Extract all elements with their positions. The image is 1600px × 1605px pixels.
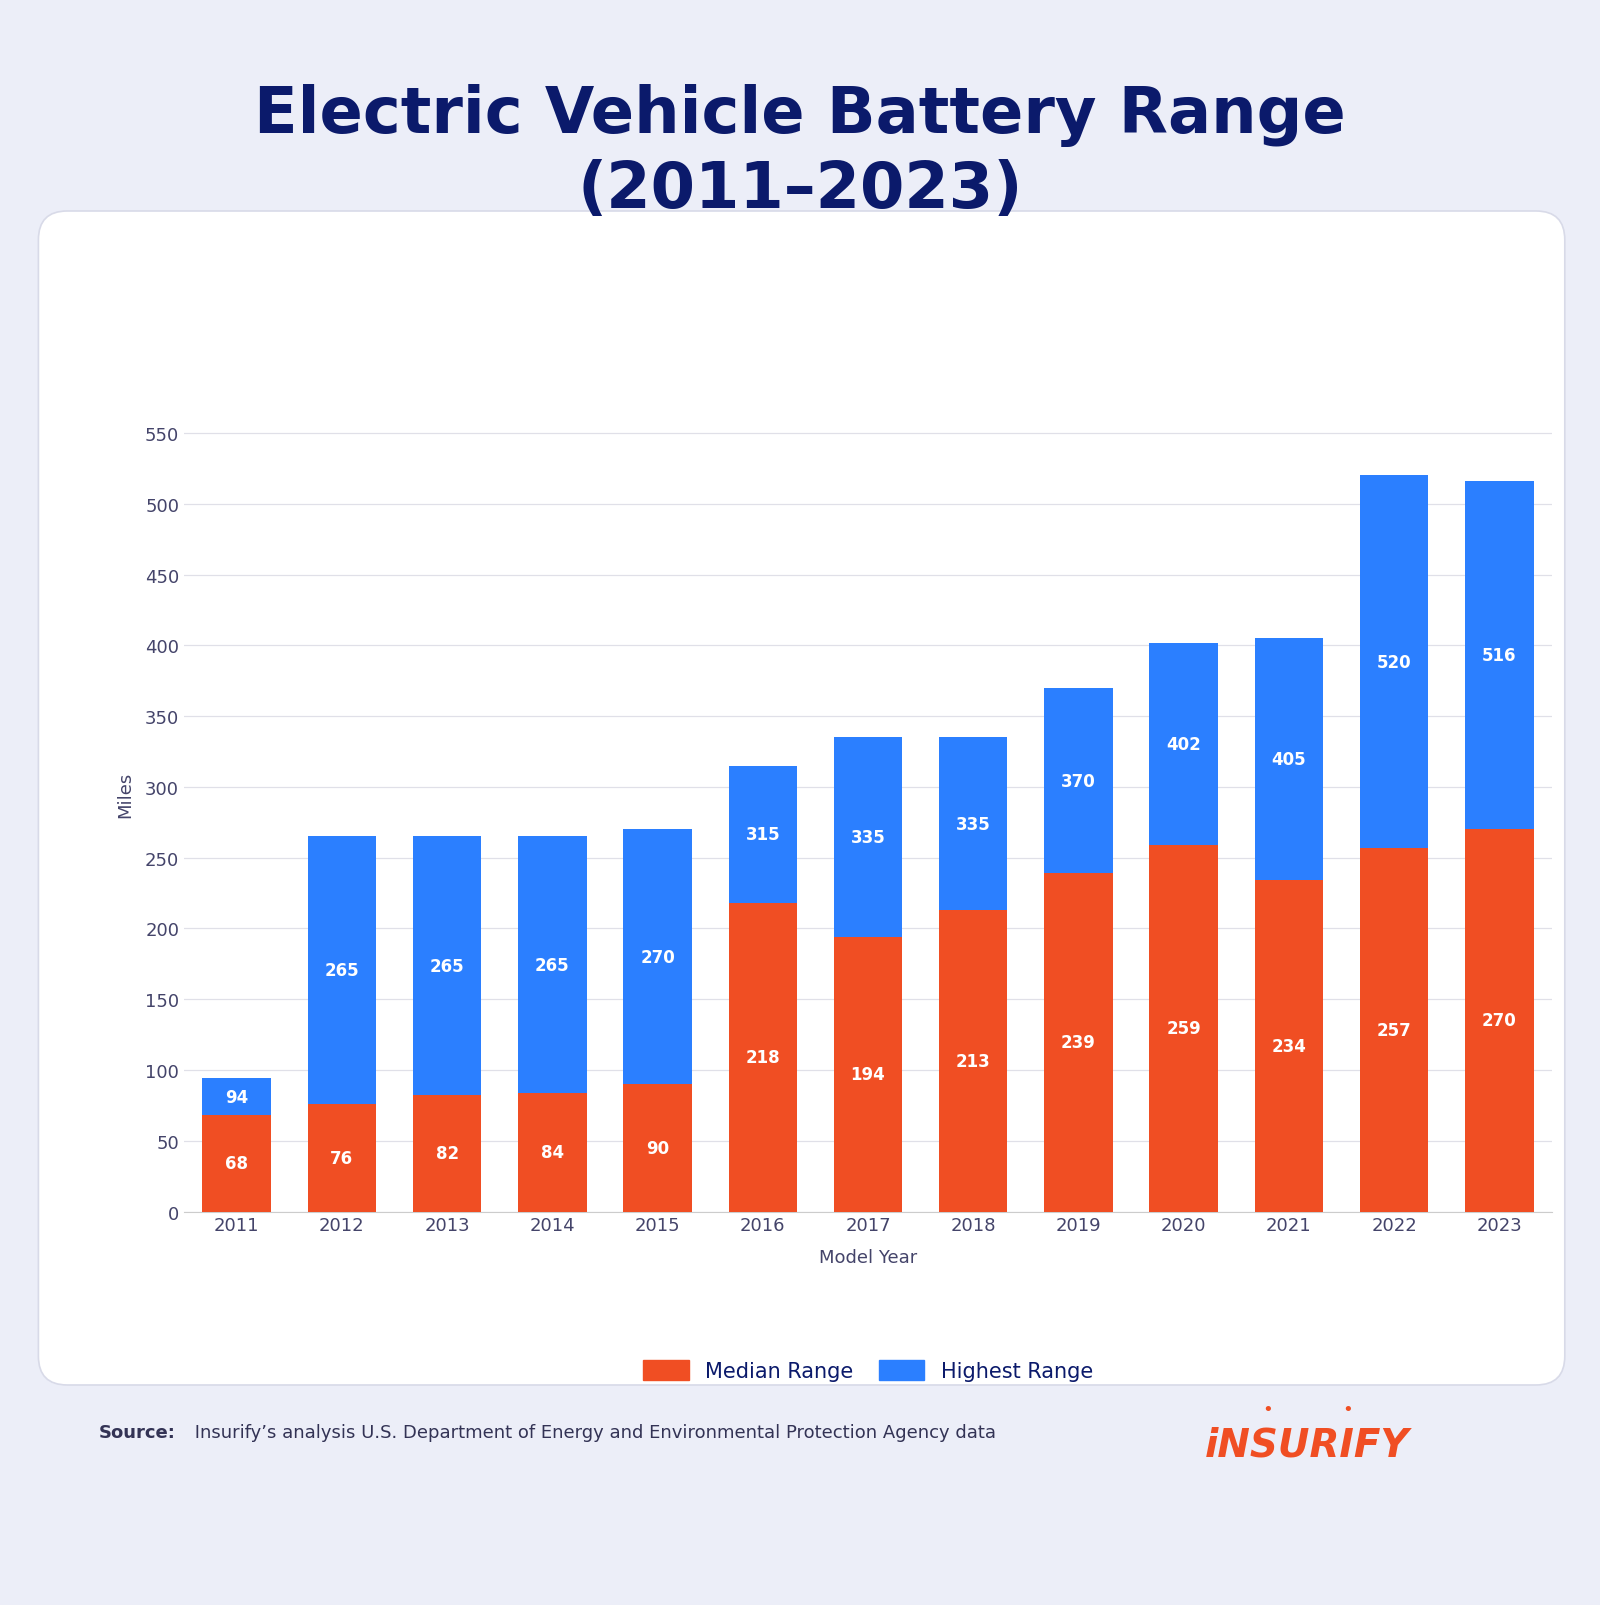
Bar <box>413 836 482 1096</box>
Text: 213: 213 <box>955 1053 990 1071</box>
Text: 84: 84 <box>541 1143 563 1162</box>
Bar <box>1254 639 1323 881</box>
Text: 218: 218 <box>746 1048 781 1067</box>
Bar <box>834 937 902 1212</box>
Text: iNSURIFY: iNSURIFY <box>1205 1425 1410 1464</box>
Text: 76: 76 <box>330 1149 354 1167</box>
Bar <box>307 1104 376 1212</box>
Text: 234: 234 <box>1272 1037 1306 1054</box>
Text: 257: 257 <box>1376 1021 1411 1038</box>
Bar <box>518 836 587 1093</box>
Text: 370: 370 <box>1061 772 1096 790</box>
Bar <box>1045 689 1112 873</box>
Bar <box>1149 644 1218 846</box>
Text: 194: 194 <box>851 1066 885 1083</box>
Bar <box>728 904 797 1212</box>
Text: 265: 265 <box>534 957 570 974</box>
Text: 516: 516 <box>1482 647 1517 664</box>
Text: 402: 402 <box>1166 735 1202 753</box>
Text: Source:: Source: <box>99 1422 176 1441</box>
Bar <box>413 1096 482 1212</box>
Text: Insurify’s analysis U.S. Department of Energy and Environmental Protection Agenc: Insurify’s analysis U.S. Department of E… <box>189 1422 995 1441</box>
Text: 68: 68 <box>226 1154 248 1173</box>
FancyBboxPatch shape <box>38 212 1565 1385</box>
Bar <box>1466 830 1533 1212</box>
Bar <box>728 766 797 904</box>
Text: 520: 520 <box>1378 653 1411 671</box>
Bar <box>518 1093 587 1212</box>
Text: 405: 405 <box>1272 751 1306 769</box>
Bar <box>203 1115 270 1212</box>
Bar <box>939 910 1008 1212</box>
Text: 259: 259 <box>1166 1019 1202 1037</box>
Bar <box>1149 846 1218 1212</box>
Text: 265: 265 <box>430 957 464 976</box>
Text: •: • <box>1342 1400 1352 1419</box>
Bar <box>203 1079 270 1115</box>
Text: Electric Vehicle Battery Range
(2011–2023): Electric Vehicle Battery Range (2011–202… <box>254 83 1346 221</box>
Bar <box>624 830 691 1085</box>
Bar <box>834 738 902 937</box>
Text: •: • <box>1262 1400 1272 1419</box>
Text: 335: 335 <box>955 815 990 833</box>
Text: 265: 265 <box>325 961 358 979</box>
Bar <box>1254 881 1323 1212</box>
Text: 94: 94 <box>226 1088 248 1106</box>
Text: 82: 82 <box>435 1144 459 1162</box>
Y-axis label: Miles: Miles <box>115 772 134 817</box>
Bar <box>1360 847 1429 1212</box>
Text: 270: 270 <box>640 949 675 966</box>
Text: 315: 315 <box>746 827 781 844</box>
Legend: Median Range, Highest Range: Median Range, Highest Range <box>643 1359 1093 1380</box>
Bar <box>1360 477 1429 847</box>
Bar <box>1466 482 1533 830</box>
Bar <box>939 738 1008 910</box>
Text: 90: 90 <box>646 1140 669 1157</box>
Text: 335: 335 <box>851 828 885 846</box>
Bar <box>624 1085 691 1212</box>
Text: 270: 270 <box>1482 1011 1517 1030</box>
X-axis label: Model Year: Model Year <box>819 1249 917 1266</box>
Bar <box>1045 873 1112 1212</box>
Bar <box>307 836 376 1104</box>
Text: 239: 239 <box>1061 1034 1096 1051</box>
